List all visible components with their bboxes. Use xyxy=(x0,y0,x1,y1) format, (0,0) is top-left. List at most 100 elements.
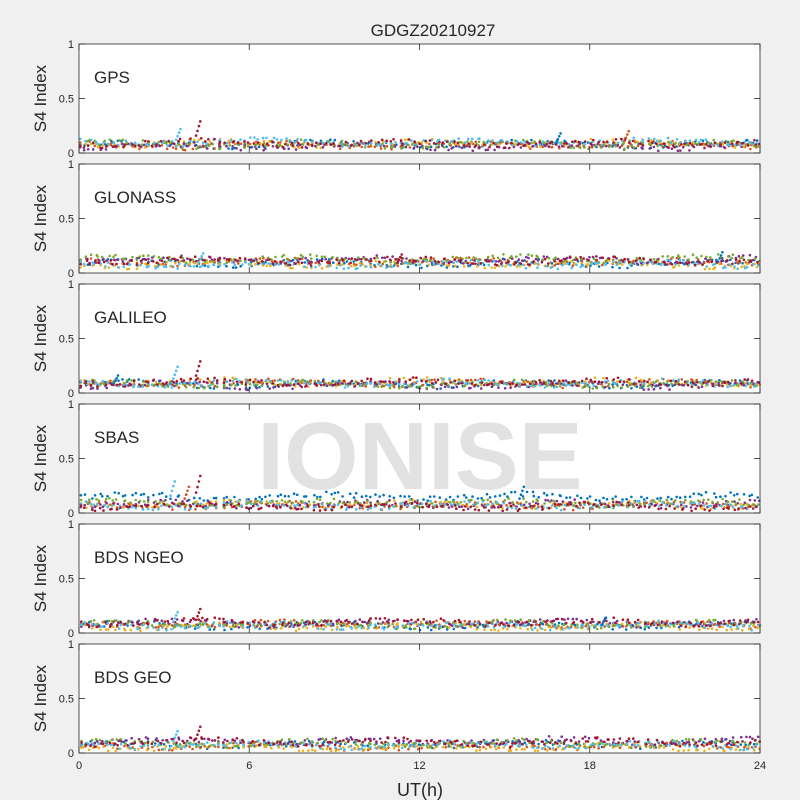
data-point xyxy=(331,622,335,626)
data-point xyxy=(749,147,752,151)
data-point xyxy=(471,495,474,498)
data-point xyxy=(292,492,296,496)
data-point xyxy=(506,258,510,262)
data-point xyxy=(493,148,496,152)
data-point xyxy=(243,260,247,264)
data-point xyxy=(542,491,546,495)
data-point xyxy=(497,629,500,632)
data-point xyxy=(572,146,576,150)
data-point xyxy=(304,138,308,142)
data-point xyxy=(142,380,145,384)
data-point xyxy=(706,260,709,263)
data-point xyxy=(750,379,754,383)
data-point xyxy=(590,262,594,265)
data-point xyxy=(605,258,609,262)
data-point xyxy=(358,618,362,621)
data-point xyxy=(681,507,685,510)
data-point xyxy=(154,626,158,629)
data-point xyxy=(524,506,528,510)
data-point xyxy=(557,379,561,383)
data-point xyxy=(328,262,332,265)
data-point xyxy=(464,384,467,387)
data-point xyxy=(678,496,682,500)
data-point xyxy=(157,382,161,385)
data-point xyxy=(637,380,641,383)
data-point xyxy=(659,386,662,390)
data-point xyxy=(347,145,351,148)
data-point xyxy=(119,506,122,510)
data-point xyxy=(748,498,752,502)
data-point xyxy=(621,139,624,143)
data-point xyxy=(369,259,373,263)
spike-point xyxy=(399,255,402,259)
data-point xyxy=(234,258,237,262)
data-point xyxy=(111,620,114,623)
data-point xyxy=(575,504,578,508)
data-point xyxy=(356,267,359,270)
data-point xyxy=(183,263,187,267)
data-point xyxy=(205,502,209,505)
data-point xyxy=(684,498,687,502)
data-point xyxy=(184,623,188,627)
data-point xyxy=(564,257,567,261)
data-point xyxy=(182,142,186,145)
data-point xyxy=(711,384,714,388)
data-point xyxy=(376,256,379,260)
data-point xyxy=(308,503,312,507)
data-point xyxy=(648,147,651,150)
data-point xyxy=(476,501,480,505)
data-point xyxy=(500,138,504,142)
data-point xyxy=(207,144,211,147)
data-point xyxy=(204,145,207,148)
data-point xyxy=(123,257,127,261)
data-point xyxy=(330,508,334,512)
data-point xyxy=(135,263,139,266)
data-point xyxy=(137,385,140,388)
data-point xyxy=(153,505,156,509)
data-point xyxy=(388,495,392,498)
data-point xyxy=(471,149,475,153)
data-point xyxy=(661,500,665,504)
data-point xyxy=(232,625,236,629)
data-point xyxy=(554,143,558,146)
data-point xyxy=(154,380,158,384)
spike-point xyxy=(197,260,201,264)
data-point xyxy=(513,378,516,382)
data-point xyxy=(141,508,145,511)
data-point xyxy=(118,383,122,386)
data-point xyxy=(636,140,639,144)
data-point xyxy=(265,500,269,503)
data-point xyxy=(265,136,268,140)
data-point xyxy=(647,139,650,143)
data-point xyxy=(393,499,396,502)
data-point xyxy=(236,383,240,387)
data-point xyxy=(708,141,712,145)
data-point xyxy=(517,258,521,261)
data-point xyxy=(146,507,150,511)
data-point xyxy=(259,499,263,503)
data-point xyxy=(616,143,620,147)
data-point xyxy=(116,266,120,269)
data-point xyxy=(466,507,470,511)
data-point xyxy=(559,503,562,506)
data-point xyxy=(391,265,395,268)
data-point xyxy=(300,385,304,389)
data-point xyxy=(599,146,603,149)
spike-point xyxy=(116,374,120,377)
data-point xyxy=(382,384,386,388)
data-point xyxy=(93,494,97,497)
data-point xyxy=(223,628,226,632)
data-point xyxy=(713,266,717,269)
data-point xyxy=(544,498,547,502)
data-point xyxy=(276,494,280,498)
data-point xyxy=(608,259,611,262)
data-point xyxy=(463,500,466,503)
data-point xyxy=(182,140,186,143)
data-point xyxy=(290,141,294,145)
data-point xyxy=(626,266,629,270)
data-point xyxy=(691,381,695,384)
data-point xyxy=(260,384,264,388)
data-point xyxy=(465,379,468,382)
data-point xyxy=(413,141,417,144)
